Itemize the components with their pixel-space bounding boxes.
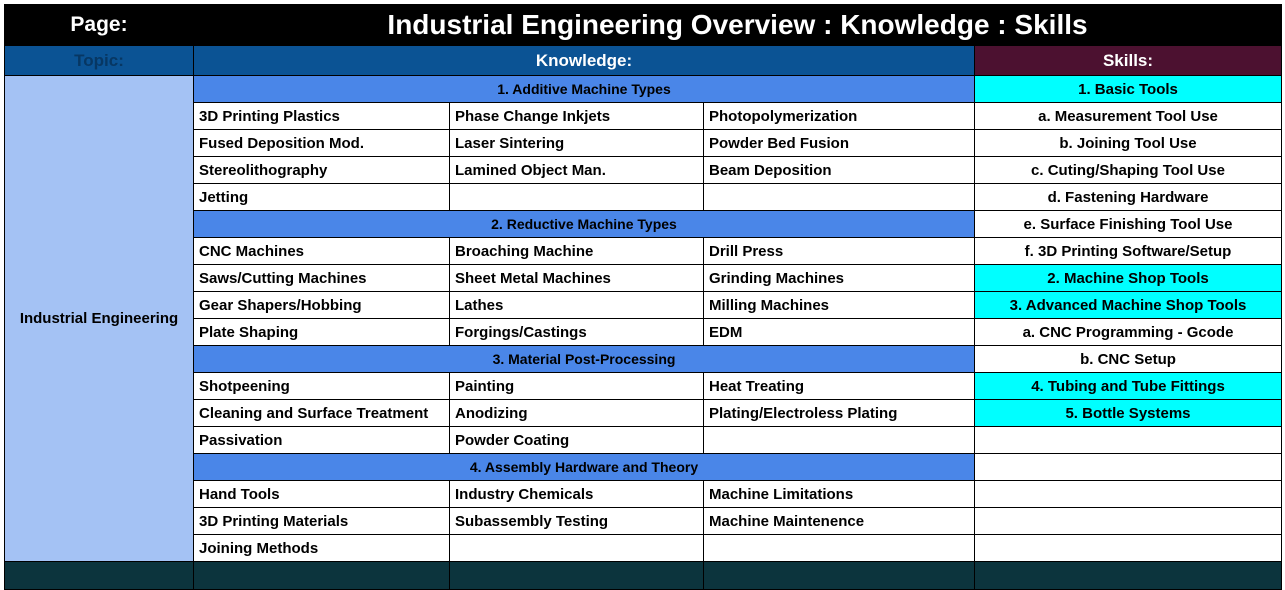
skill-cell[interactable]: 5. Bottle Systems bbox=[974, 399, 1282, 427]
section-header[interactable]: 4. Assembly Hardware and Theory bbox=[193, 453, 975, 481]
knowledge-row: Plate Shaping Forgings/Castings EDM a. CNC … bbox=[5, 318, 1282, 346]
skill-cell[interactable]: c. Cuting/Shaping Tool Use bbox=[974, 156, 1282, 184]
section-header[interactable]: 1. Additive Machine Types bbox=[193, 75, 975, 103]
skill-cell[interactable]: d. Fastening Hardware bbox=[974, 183, 1282, 211]
knowledge-cell[interactable]: Lathes bbox=[449, 291, 704, 319]
skill-cell[interactable]: f. 3D Printing Software/Setup bbox=[974, 237, 1282, 265]
knowledge-cell[interactable]: Shotpeening bbox=[193, 372, 450, 400]
page-label[interactable]: Page: bbox=[4, 4, 194, 46]
section-row: 2. Reductive Machine Types e. Surface Fin… bbox=[5, 210, 1282, 238]
overview-sheet: Page: Industrial Engineering Overview : … bbox=[4, 4, 1282, 590]
knowledge-cell[interactable] bbox=[449, 183, 704, 211]
knowledge-cell[interactable]: Milling Machines bbox=[703, 291, 975, 319]
section-row: Industrial Engineering 1. Additive Machin… bbox=[4, 75, 1282, 562]
knowledge-cell[interactable]: Powder Bed Fusion bbox=[703, 129, 975, 157]
knowledge-cell[interactable]: Gear Shapers/Hobbing bbox=[193, 291, 450, 319]
knowledge-cell[interactable]: Powder Coating bbox=[449, 426, 704, 454]
knowledge-cell[interactable]: Forgings/Castings bbox=[449, 318, 704, 346]
knowledge-cell[interactable]: Machine Limitations bbox=[703, 480, 975, 508]
knowledge-cell[interactable]: Broaching Machine bbox=[449, 237, 704, 265]
knowledge-cell[interactable]: Laser Sintering bbox=[449, 129, 704, 157]
skill-cell[interactable]: a. CNC Programming - Gcode bbox=[974, 318, 1282, 346]
skills-header[interactable]: Skills: bbox=[974, 45, 1282, 76]
knowledge-row: CNC Machines Broaching Machine Drill Press… bbox=[5, 237, 1282, 265]
skill-cell[interactable] bbox=[974, 534, 1282, 562]
knowledge-cell[interactable]: Lamined Object Man. bbox=[449, 156, 704, 184]
topic-cell[interactable]: Industrial Engineering bbox=[4, 75, 194, 562]
column-header-row: Topic: Knowledge: Skills: bbox=[4, 45, 1282, 76]
knowledge-row: Joining Methods bbox=[5, 534, 1282, 562]
knowledge-cell[interactable]: Sheet Metal Machines bbox=[449, 264, 704, 292]
skill-cell[interactable] bbox=[974, 507, 1282, 535]
knowledge-row: Gear Shapers/Hobbing Lathes Milling Machin… bbox=[5, 291, 1282, 319]
knowledge-row: 3D Printing Materials Subassembly Testing… bbox=[5, 507, 1282, 535]
knowledge-row: Fused Deposition Mod. Laser Sintering Powd… bbox=[5, 129, 1282, 157]
knowledge-cell[interactable]: EDM bbox=[703, 318, 975, 346]
knowledge-row: Shotpeening Painting Heat Treating 4. Tubin… bbox=[5, 372, 1282, 400]
skill-cell[interactable]: e. Surface Finishing Tool Use bbox=[974, 210, 1282, 238]
knowledge-cell[interactable]: Joining Methods bbox=[193, 534, 450, 562]
skill-cell[interactable]: 1. Basic Tools bbox=[974, 75, 1282, 103]
skill-cell[interactable]: b. Joining Tool Use bbox=[974, 129, 1282, 157]
knowledge-cell[interactable] bbox=[703, 534, 975, 562]
knowledge-row: Cleaning and Surface Treatment Anodizing P… bbox=[5, 399, 1282, 427]
knowledge-cell[interactable]: Plating/Electroless Plating bbox=[703, 399, 975, 427]
knowledge-row: 3D Printing Plastics Phase Change Inkjets… bbox=[5, 102, 1282, 130]
knowledge-cell[interactable]: Anodizing bbox=[449, 399, 704, 427]
section-header[interactable]: 2. Reductive Machine Types bbox=[193, 210, 975, 238]
knowledge-cell[interactable]: Plate Shaping bbox=[193, 318, 450, 346]
knowledge-cell[interactable]: Industry Chemicals bbox=[449, 480, 704, 508]
section-header[interactable]: 3. Material Post-Processing bbox=[193, 345, 975, 373]
knowledge-cell[interactable]: Fused Deposition Mod. bbox=[193, 129, 450, 157]
skill-cell[interactable] bbox=[974, 480, 1282, 508]
knowledge-row: Passivation Powder Coating bbox=[5, 426, 1282, 454]
knowledge-cell[interactable]: Saws/Cutting Machines bbox=[193, 264, 450, 292]
knowledge-cell[interactable] bbox=[703, 426, 975, 454]
knowledge-cell[interactable]: Cleaning and Surface Treatment bbox=[193, 399, 450, 427]
knowledge-row: Jetting d. Fastening Hardware bbox=[5, 183, 1282, 211]
knowledge-cell[interactable]: 3D Printing Materials bbox=[193, 507, 450, 535]
knowledge-cell[interactable]: Phase Change Inkjets bbox=[449, 102, 704, 130]
knowledge-cell[interactable]: Beam Deposition bbox=[703, 156, 975, 184]
knowledge-row: Saws/Cutting Machines Sheet Metal Machine… bbox=[5, 264, 1282, 292]
knowledge-cell[interactable]: Hand Tools bbox=[193, 480, 450, 508]
skill-cell[interactable]: 4. Tubing and Tube Fittings bbox=[974, 372, 1282, 400]
skill-cell[interactable]: 2. Machine Shop Tools bbox=[974, 264, 1282, 292]
skill-cell[interactable] bbox=[974, 453, 1282, 481]
knowledge-header[interactable]: Knowledge: bbox=[193, 45, 975, 76]
knowledge-cell[interactable]: Jetting bbox=[193, 183, 450, 211]
knowledge-cell[interactable]: Painting bbox=[449, 372, 704, 400]
knowledge-row: Stereolithography Lamined Object Man. Beam… bbox=[5, 156, 1282, 184]
page-title[interactable]: Industrial Engineering Overview : Knowle… bbox=[193, 4, 1282, 46]
knowledge-cell[interactable]: 3D Printing Plastics bbox=[193, 102, 450, 130]
skill-cell[interactable]: b. CNC Setup bbox=[974, 345, 1282, 373]
section-row: 4. Assembly Hardware and Theory bbox=[5, 453, 1282, 481]
knowledge-cell[interactable] bbox=[703, 183, 975, 211]
skill-cell[interactable]: 3. Advanced Machine Shop Tools bbox=[974, 291, 1282, 319]
section-row: 3. Material Post-Processing b. CNC Setup bbox=[5, 345, 1282, 373]
knowledge-cell[interactable] bbox=[449, 534, 704, 562]
knowledge-cell[interactable]: Subassembly Testing bbox=[449, 507, 704, 535]
knowledge-cell[interactable]: CNC Machines bbox=[193, 237, 450, 265]
knowledge-cell[interactable]: Photopolymerization bbox=[703, 102, 975, 130]
knowledge-cell[interactable]: Passivation bbox=[193, 426, 450, 454]
topic-header[interactable]: Topic: bbox=[4, 45, 194, 76]
title-row: Page: Industrial Engineering Overview : … bbox=[4, 4, 1282, 46]
knowledge-cell[interactable]: Heat Treating bbox=[703, 372, 975, 400]
knowledge-cell[interactable]: Drill Press bbox=[703, 237, 975, 265]
skill-cell[interactable]: a. Measurement Tool Use bbox=[974, 102, 1282, 130]
knowledge-cell[interactable]: Grinding Machines bbox=[703, 264, 975, 292]
knowledge-row: Hand Tools Industry Chemicals Machine Limi… bbox=[5, 480, 1282, 508]
knowledge-cell[interactable]: Stereolithography bbox=[193, 156, 450, 184]
skill-cell[interactable] bbox=[974, 426, 1282, 454]
knowledge-cell[interactable]: Machine Maintenence bbox=[703, 507, 975, 535]
